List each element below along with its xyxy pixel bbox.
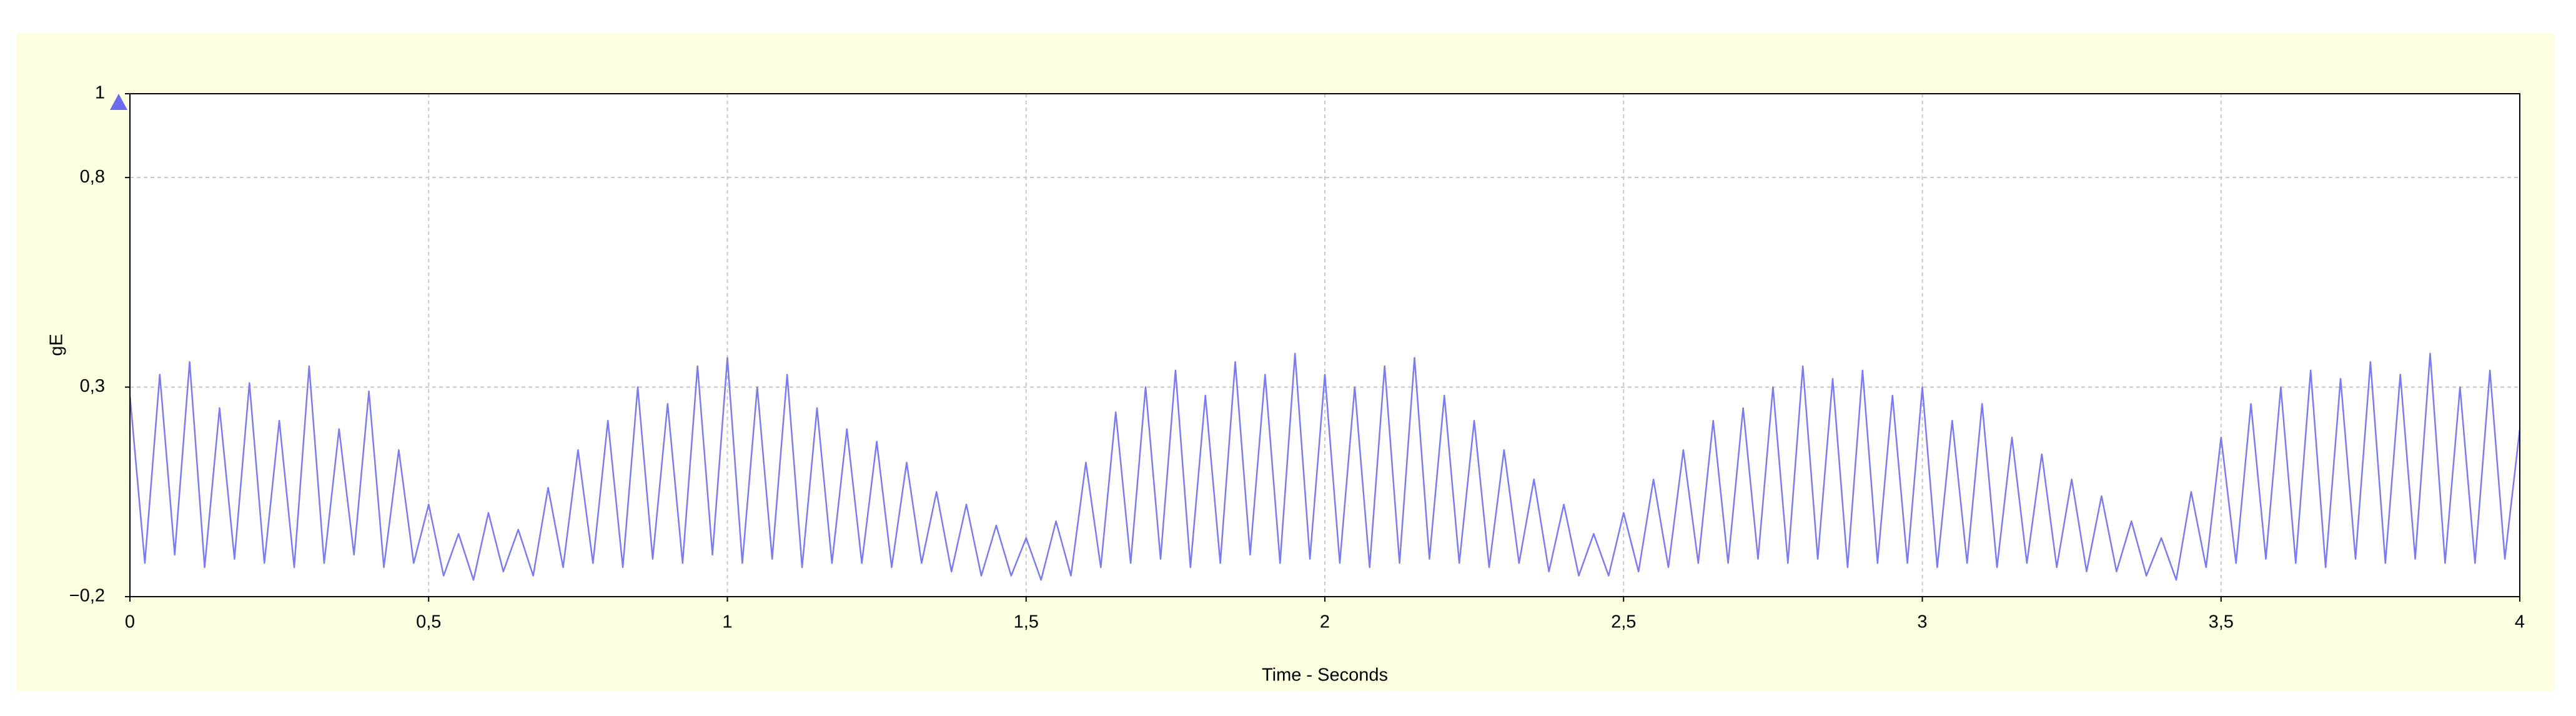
- x-tick-label: 3,5: [2209, 612, 2234, 632]
- x-tick-label: 0: [125, 612, 135, 632]
- x-axis-label: Time - Seconds: [1262, 665, 1388, 685]
- x-tick-label: 3: [1917, 612, 1927, 632]
- signal-line: [129, 352, 2521, 581]
- x-tick-label: 1: [722, 612, 732, 632]
- y-tick-label: 0,8: [80, 167, 105, 187]
- x-tick-label: 1,5: [1014, 612, 1039, 632]
- y-tick-label: 0,3: [80, 376, 105, 396]
- series: [129, 352, 2521, 581]
- x-tick-label: 4: [2515, 612, 2525, 632]
- y-axis-label: gE: [47, 334, 67, 356]
- y-tick-label: 1: [95, 83, 105, 103]
- axis-marker: [110, 94, 127, 110]
- x-tick-label: 0,5: [416, 612, 441, 632]
- x-tick-label: 2: [1320, 612, 1330, 632]
- x-tick-label: 2,5: [1611, 612, 1636, 632]
- y-tick-label: −0,2: [69, 586, 105, 606]
